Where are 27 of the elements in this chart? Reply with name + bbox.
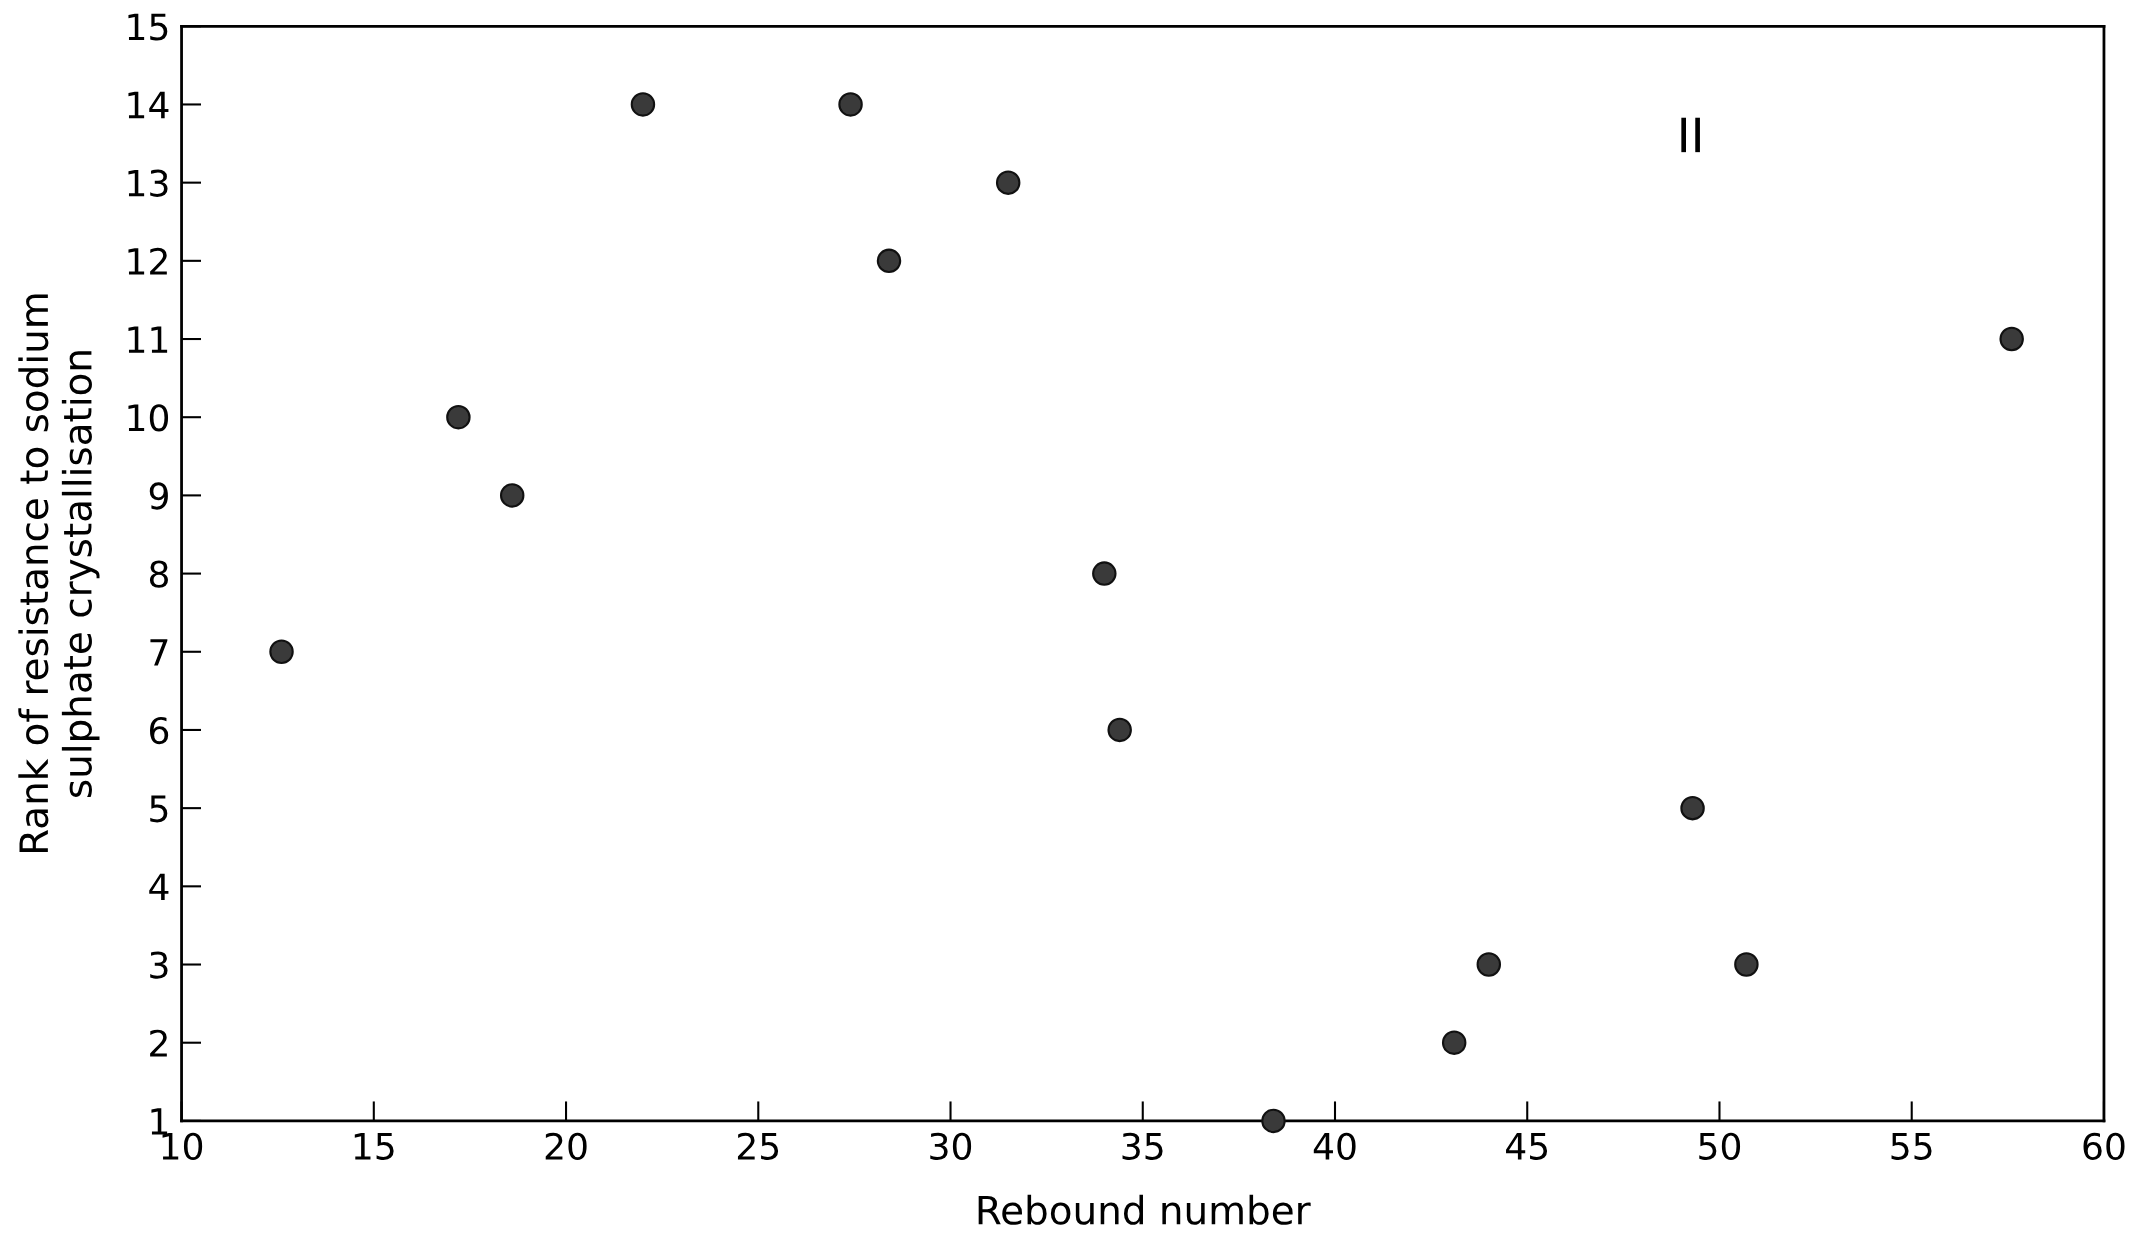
x-tick-label: 50 <box>1699 1132 1741 1160</box>
y-tick-label: 14 <box>128 91 169 119</box>
y-tick-label: 13 <box>128 169 168 197</box>
y-tick-label: 6 <box>150 716 169 745</box>
y-tick-label: 11 <box>128 326 168 353</box>
y-tick-label: 8 <box>149 560 168 588</box>
y-tick-label: 15 <box>128 13 168 41</box>
x-tick-label: 40 <box>1313 1132 1356 1160</box>
y-tick-label: 3 <box>150 951 168 979</box>
y-axis-title: Rank of resistance to sodium sulphate crystallisation <box>18 294 100 853</box>
x-tick-label: 60 <box>2083 1132 2125 1160</box>
y-tick-label: 7 <box>150 639 168 666</box>
x-tick-label: 20 <box>545 1132 587 1160</box>
x-axis-title: Rebound number <box>978 1194 1311 1225</box>
annotation: II <box>1681 117 1700 153</box>
x-tick-label: 55 <box>1891 1133 1932 1160</box>
y-tick-label: 9 <box>149 482 168 510</box>
x-tick-label: 15 <box>354 1133 394 1160</box>
x-tick-label: 35 <box>1122 1132 1163 1160</box>
y-tick-label: 12 <box>128 247 167 275</box>
x-tick-label: 30 <box>930 1132 972 1160</box>
y-tick-label: 5 <box>150 795 168 823</box>
y-tick-label: 10 <box>128 404 169 432</box>
x-tick-label: 25 <box>737 1132 779 1160</box>
y-tick-label: 2 <box>150 1029 167 1057</box>
y-tick-label: 4 <box>149 873 169 901</box>
x-tick-label: 45 <box>1506 1133 1548 1160</box>
